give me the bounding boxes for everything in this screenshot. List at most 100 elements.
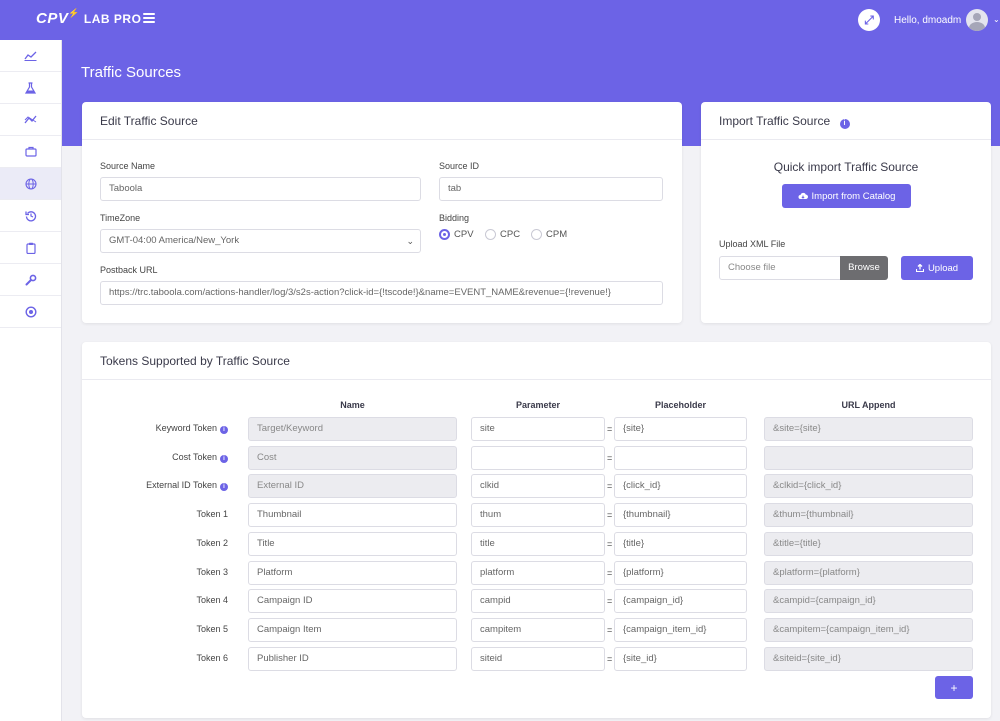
token-parameter-input[interactable]: siteid	[471, 647, 605, 671]
info-icon[interactable]: i	[220, 483, 228, 491]
token-parameter-input[interactable]: site	[471, 417, 605, 441]
sidebar-item-traffic-sources[interactable]	[0, 168, 61, 200]
token-label-text: Token 1	[196, 509, 228, 519]
token-url-append: &title={title}	[764, 532, 973, 556]
column-header-placeholder: Placeholder	[654, 400, 707, 410]
info-icon[interactable]: i	[220, 455, 228, 463]
token-url-append: &thum={thumbnail}	[764, 503, 973, 527]
sidebar-item-lab[interactable]	[0, 72, 61, 104]
chevron-down-icon[interactable]: ⌄	[993, 15, 1000, 24]
token-url-append: &clkid={click_id}	[764, 474, 973, 498]
add-token-button[interactable]: +	[935, 676, 973, 699]
sidebar-item-dashboard[interactable]	[0, 40, 61, 72]
sidebar-item-history[interactable]	[0, 200, 61, 232]
bidding-radio-cpc[interactable]: CPC	[485, 229, 520, 240]
token-parameter-input[interactable]: thum	[471, 503, 605, 527]
avatar[interactable]	[966, 9, 988, 31]
menu-toggle-icon[interactable]	[143, 13, 155, 23]
sidebar-item-trends[interactable]	[0, 104, 61, 136]
card-title: Tokens Supported by Traffic Source	[82, 342, 991, 380]
token-parameter-input[interactable]: platform	[471, 561, 605, 585]
token-label-text: Token 3	[196, 567, 228, 577]
app-logo[interactable]: CPV⚡ LAB PRO	[36, 8, 141, 27]
quick-import-title: Quick import Traffic Source	[773, 160, 919, 174]
token-placeholder-input[interactable]: {platform}	[614, 561, 747, 585]
button-label: Upload	[927, 262, 959, 274]
token-name-input[interactable]: Campaign ID	[248, 589, 457, 613]
source-id-input[interactable]: tab	[439, 177, 663, 201]
chevron-down-icon: ⌄	[406, 236, 414, 246]
history-icon	[24, 210, 36, 221]
source-name-input[interactable]: Taboola	[100, 177, 421, 201]
timezone-select[interactable]: GMT-04:00 America/New_York ⌄	[100, 229, 421, 253]
token-name-input[interactable]: Title	[248, 532, 457, 556]
token-name-input[interactable]: Platform	[248, 561, 457, 585]
globe-icon	[24, 177, 37, 190]
token-url-append	[764, 446, 973, 470]
tokens-card: Tokens Supported by Traffic Source Name …	[82, 342, 991, 718]
logo-main: CPV	[36, 10, 69, 27]
flask-icon	[25, 81, 36, 94]
token-name-input[interactable]: Thumbnail	[248, 503, 457, 527]
equals-sign: =	[607, 568, 613, 578]
token-label-text: External ID Token	[146, 480, 217, 490]
bidding-option-label: CPV	[454, 229, 474, 240]
bidding-radio-cpv[interactable]: CPV	[439, 229, 474, 240]
equals-sign: =	[607, 596, 613, 606]
postback-url-label: Postback URL	[100, 265, 158, 275]
token-label-text: Token 6	[196, 653, 228, 663]
token-label: Token 1	[88, 509, 228, 519]
token-placeholder-input[interactable]: {title}	[614, 532, 747, 556]
token-placeholder-input[interactable]: {campaign_id}	[614, 589, 747, 613]
import-traffic-source-card: Import Traffic Source i Quick import Tra…	[701, 102, 991, 323]
token-label: Keyword Token i	[88, 423, 228, 434]
sidebar-item-settings[interactable]	[0, 264, 61, 296]
token-parameter-input[interactable]: campid	[471, 589, 605, 613]
token-label-text: Token 4	[196, 595, 228, 605]
token-placeholder-input[interactable]: {site_id}	[614, 647, 747, 671]
equals-sign: =	[607, 424, 613, 434]
token-label: Token 2	[88, 538, 228, 548]
token-name-input[interactable]: Cost	[248, 446, 457, 470]
token-parameter-input[interactable]	[471, 446, 605, 470]
browse-button[interactable]: Browse	[840, 256, 888, 280]
equals-sign: =	[607, 453, 613, 463]
sidebar-item-support[interactable]	[0, 296, 61, 328]
info-icon[interactable]: i	[839, 119, 850, 129]
bidding-option-label: CPC	[500, 229, 521, 240]
column-header-parameter: Parameter	[515, 400, 561, 410]
token-parameter-input[interactable]: title	[471, 532, 605, 556]
token-placeholder-input[interactable]: {click_id}	[614, 474, 747, 498]
token-parameter-input[interactable]: clkid	[471, 474, 605, 498]
token-placeholder-input[interactable]	[614, 446, 747, 470]
button-label: Import from Catalog	[811, 190, 896, 202]
source-id-label: Source ID	[439, 161, 480, 171]
equals-sign: =	[607, 510, 613, 520]
token-placeholder-input[interactable]: {thumbnail}	[614, 503, 747, 527]
token-placeholder-input[interactable]: {campaign_item_id}	[614, 618, 747, 642]
equals-sign: =	[607, 654, 613, 664]
token-parameter-input[interactable]: campitem	[471, 618, 605, 642]
fullscreen-icon[interactable]: ⤢	[858, 9, 880, 31]
clipboard-icon	[25, 242, 36, 254]
token-name-input[interactable]: External ID	[248, 474, 457, 498]
upload-icon	[915, 264, 924, 272]
postback-url-input[interactable]: https://trc.taboola.com/actions-handler/…	[100, 281, 663, 305]
cloud-download-icon	[798, 192, 808, 199]
sidebar	[0, 40, 62, 721]
info-icon[interactable]: i	[220, 426, 228, 434]
user-greeting[interactable]: Hello, dmoadm	[894, 15, 962, 26]
sidebar-item-offers[interactable]	[0, 136, 61, 168]
upload-button[interactable]: Upload	[901, 256, 973, 280]
token-url-append: &siteid={site_id}	[764, 647, 973, 671]
bidding-radio-cpm[interactable]: CPM	[531, 229, 567, 240]
token-name-input[interactable]: Campaign Item	[248, 618, 457, 642]
sidebar-item-reports[interactable]	[0, 232, 61, 264]
token-name-input[interactable]: Publisher ID	[248, 647, 457, 671]
token-label: Token 5	[88, 624, 228, 634]
token-label: Token 3	[88, 567, 228, 577]
token-placeholder-input[interactable]: {site}	[614, 417, 747, 441]
file-input[interactable]: Choose file	[719, 256, 844, 280]
import-from-catalog-button[interactable]: Import from Catalog	[782, 184, 911, 208]
token-name-input[interactable]: Target/Keyword	[248, 417, 457, 441]
